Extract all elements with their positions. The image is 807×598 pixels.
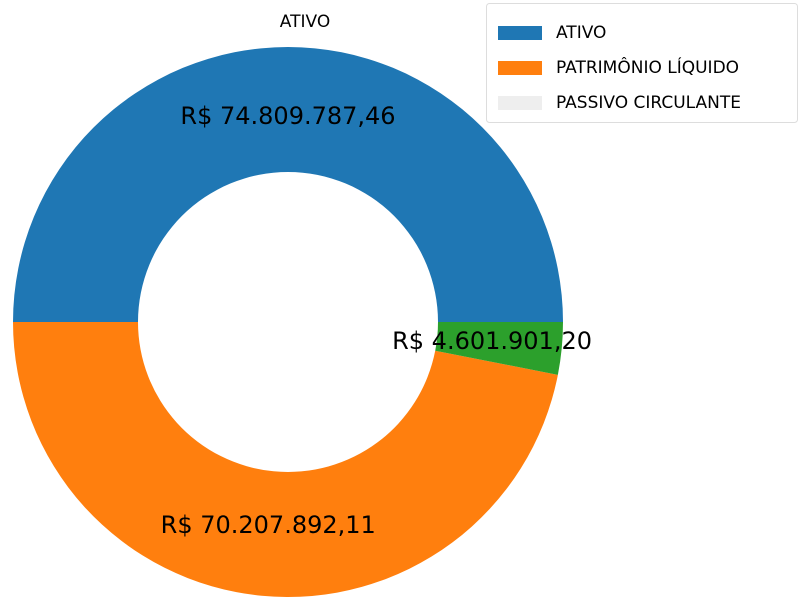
legend-label: PASSIVO CIRCULANTE (556, 93, 741, 113)
donut-slice (13, 46, 563, 322)
value-label: R$ 4.601.901,20 (392, 327, 592, 355)
value-label: R$ 70.207.892,11 (161, 511, 376, 539)
legend-swatch (498, 61, 542, 75)
legend-swatch (498, 26, 542, 40)
legend-box (486, 3, 798, 123)
legend-swatch (498, 96, 542, 110)
value-label: R$ 74.809.787,46 (180, 102, 395, 130)
legend-label: ATIVO (556, 23, 606, 43)
donut-slice (435, 322, 563, 375)
chart-title: ATIVO (280, 12, 330, 32)
donut-slice (13, 321, 558, 597)
legend-label: PATRIMÔNIO LÍQUIDO (556, 56, 739, 78)
